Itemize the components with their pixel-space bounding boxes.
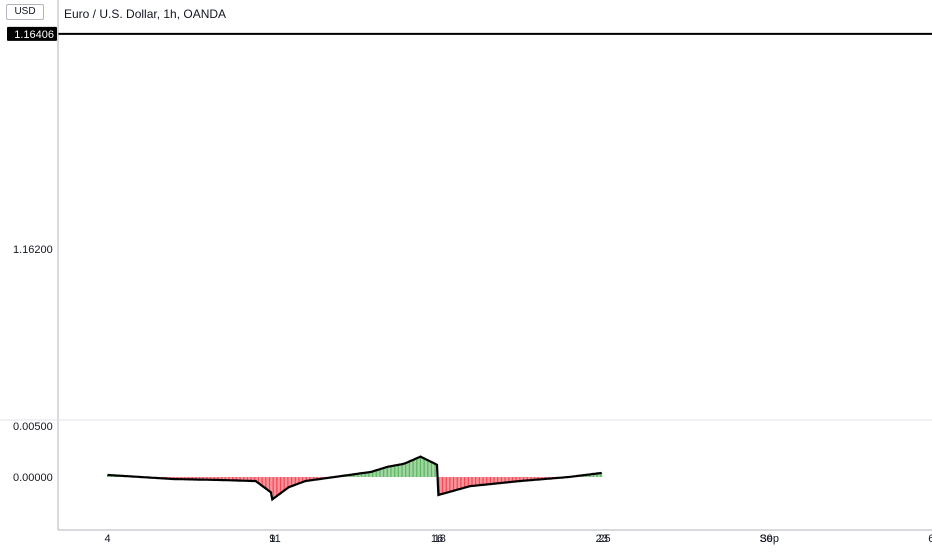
time-tick-label: 16 [431,533,443,545]
price-tag-value: 1.16406 [14,29,54,41]
chart-title: Euro / U.S. Dollar, 1h, OANDA [64,7,227,21]
time-tick-label: Sep [759,533,779,545]
price-tag-bg [7,26,57,41]
time-tick-label: 23 [596,533,608,545]
time-tick-label: 4 [104,533,110,545]
oscillator-line [107,455,602,502]
time-tick-label: 30 [760,533,772,545]
oscillator-tick-label: 0.00000 [13,472,53,484]
time-tick-label: 25 [598,533,610,545]
price-tick-label: 1.16200 [13,244,53,256]
oscillator-tick-label: 0.00500 [13,421,53,433]
time-tick-label: 6 [928,533,932,545]
price-tag-level: 1.16406 [7,26,57,41]
time-tick-label: 11 [269,533,280,545]
time-tick-label: 18 [434,533,446,545]
time-tick-label: 9 [269,533,275,545]
currency-button[interactable]: USD [6,4,44,20]
